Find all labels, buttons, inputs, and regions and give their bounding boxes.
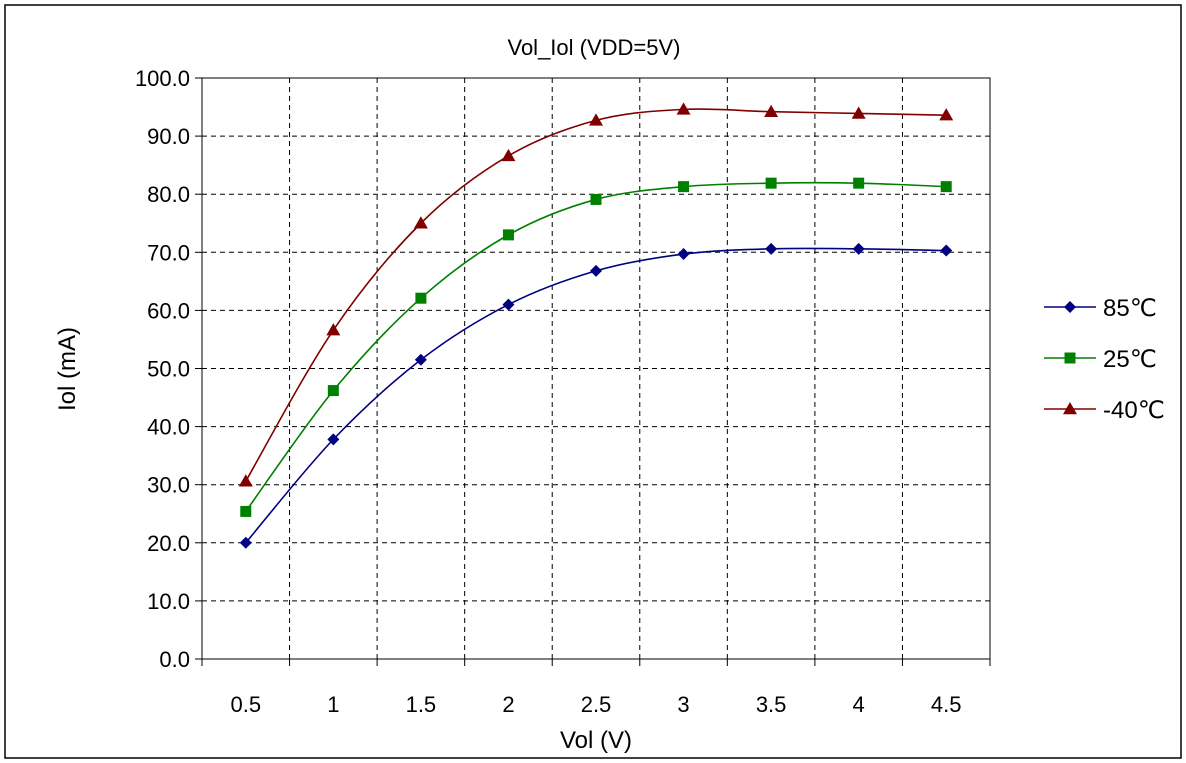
chart-title: Vol_Iol (VDD=5V): [507, 35, 680, 60]
data-point: [502, 229, 514, 241]
x-tick-label: 1.5: [406, 692, 437, 717]
data-point: [413, 216, 428, 229]
data-point: [415, 292, 427, 304]
legend-item: 25℃: [1044, 346, 1157, 373]
data-point: [940, 181, 952, 193]
x-tick-label: 3: [677, 692, 689, 717]
data-point: [239, 536, 252, 549]
y-tick-label: 60.0: [147, 298, 190, 323]
plot-area-frame: [201, 77, 991, 660]
data-point: [765, 242, 778, 255]
series-0: [239, 242, 953, 549]
y-tick-label: 20.0: [147, 531, 190, 556]
data-point: [852, 242, 865, 255]
x-tick-label: 3.5: [756, 692, 787, 717]
data-point: [327, 433, 340, 446]
y-axis-label: Iol (mA): [54, 327, 81, 411]
legend-marker: [1064, 352, 1076, 364]
x-tick-label: 1: [327, 692, 339, 717]
y-tick-label: 80.0: [147, 182, 190, 207]
y-tick-label: 50.0: [147, 357, 190, 382]
x-tick-label: 4.5: [931, 692, 962, 717]
series-1: [240, 177, 952, 517]
x-tick-label: 4: [853, 692, 865, 717]
legend-label: 25℃: [1103, 346, 1157, 373]
y-tick-label: 90.0: [147, 124, 190, 149]
legend-item: -40℃: [1044, 397, 1165, 424]
data-point: [326, 323, 341, 336]
data-point: [678, 181, 690, 193]
chart-border: [4, 4, 1182, 759]
data-point: [240, 505, 252, 517]
series-line: [245, 247, 947, 544]
data-point: [939, 108, 954, 121]
y-tick-label: 40.0: [147, 415, 190, 440]
data-point: [677, 248, 690, 261]
legend-item: 85℃: [1044, 295, 1157, 322]
axes: [195, 77, 991, 666]
data-point: [590, 193, 602, 205]
x-axis-label: Vol (V): [560, 727, 632, 754]
y-tick-labels: 0.0 10.0 20.0 30.0 40.0 50.0 60.0 70.0 80.0 90.0 1…: [135, 66, 190, 672]
series-2: [238, 102, 954, 487]
y-tick-label: 0.0: [159, 647, 190, 672]
data-point: [589, 113, 603, 126]
data-point: [676, 102, 691, 115]
data-point: [851, 106, 866, 119]
data-point: [238, 474, 253, 487]
data-point: [940, 244, 953, 257]
x-tick-labels: 0.5 1 1.5 2 2.5 3 3.5 4 4.5: [230, 692, 961, 717]
y-tick-label: 30.0: [147, 473, 190, 498]
grid-lines: [202, 77, 990, 659]
x-tick-label: 0.5: [230, 692, 261, 717]
data-point: [327, 385, 339, 397]
data-point: [764, 104, 779, 117]
data-point: [501, 148, 516, 162]
series-line: [245, 181, 947, 512]
data-point: [853, 177, 865, 189]
x-tick-label: 2: [502, 692, 514, 717]
legend-label: 85℃: [1103, 295, 1157, 322]
data-point: [765, 177, 777, 189]
x-tick-label: 2.5: [581, 692, 612, 717]
data-point: [590, 264, 602, 277]
y-tick-label: 10.0: [147, 589, 190, 614]
y-tick-label: 100.0: [135, 66, 190, 91]
legend: 85℃ 25℃ -40℃: [1044, 295, 1165, 424]
data-point: [502, 298, 515, 311]
legend-marker: [1064, 301, 1076, 313]
data-point: [414, 353, 427, 366]
series-group: [238, 102, 954, 549]
legend-marker: [1063, 402, 1077, 415]
legend-label: -40℃: [1103, 397, 1165, 424]
y-tick-label: 70.0: [147, 240, 190, 265]
